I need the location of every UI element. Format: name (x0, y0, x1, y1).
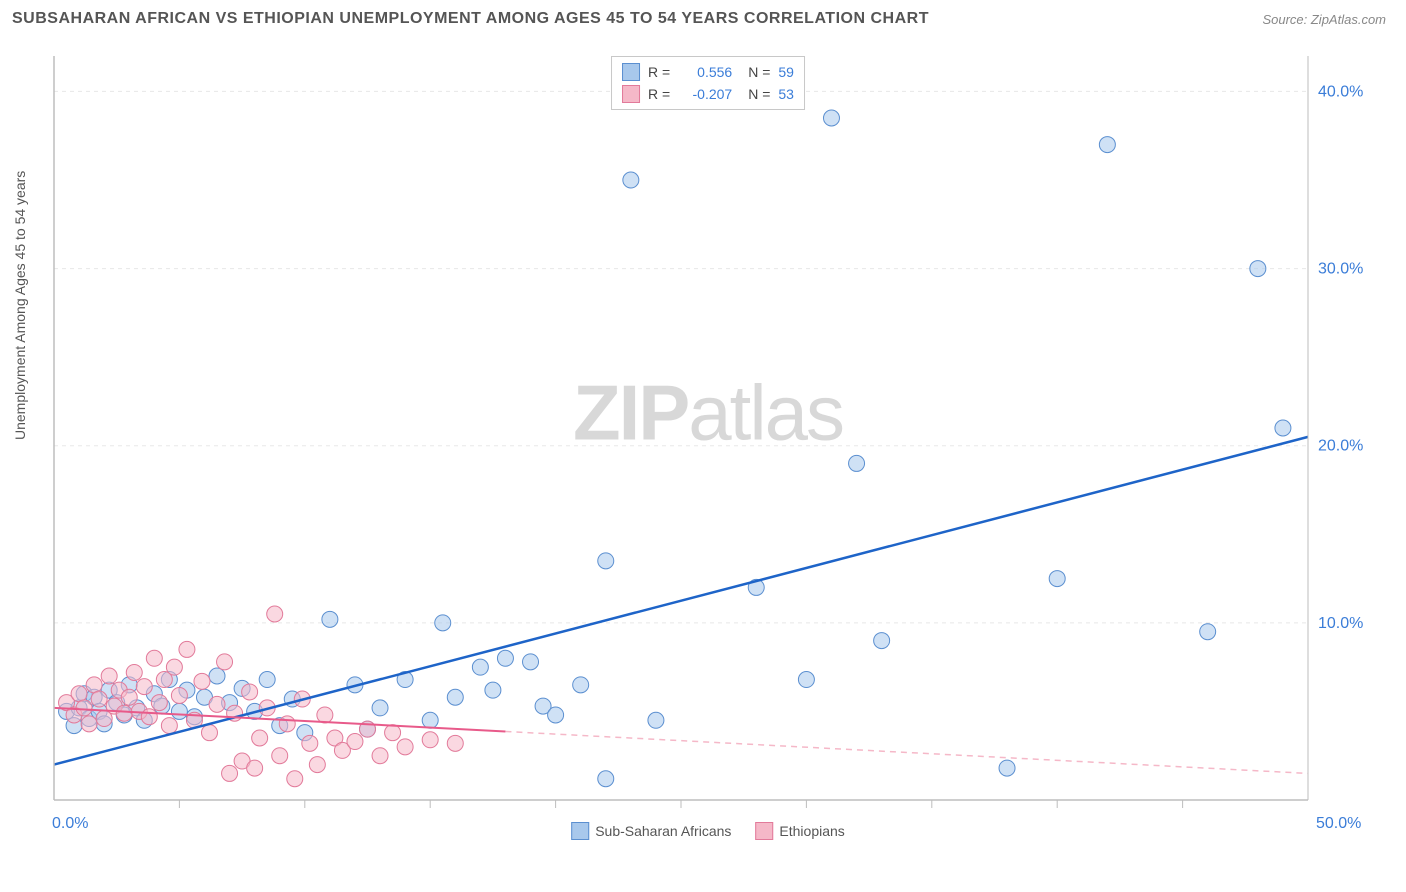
r-label: R = (648, 64, 670, 80)
chart-header: SUBSAHARAN AFRICAN VS ETHIOPIAN UNEMPLOY… (0, 0, 1406, 34)
svg-text:20.0%: 20.0% (1318, 438, 1363, 455)
svg-text:50.0%: 50.0% (1316, 815, 1361, 832)
n-label: N = (748, 86, 770, 102)
series-legend: Sub-Saharan Africans Ethiopians (571, 822, 845, 840)
correlation-row-1: R = 0.556 N = 59 (622, 61, 794, 83)
swatch-series-2 (622, 85, 640, 103)
correlation-legend: R = 0.556 N = 59 R = -0.207 N = 53 (611, 56, 805, 110)
r-value-1: 0.556 (678, 64, 732, 80)
correlation-row-2: R = -0.207 N = 53 (622, 83, 794, 105)
n-value-2: 53 (778, 86, 794, 102)
svg-text:40.0%: 40.0% (1318, 83, 1363, 100)
legend-swatch-2 (755, 822, 773, 840)
chart-area: 10.0%20.0%30.0%40.0%0.0%50.0% ZIPatlas R… (48, 50, 1368, 840)
scatter-plot: 10.0% 20.0% 30.0% 40.0% 0.0% 50.0% (48, 50, 1368, 840)
legend-item-1: Sub-Saharan Africans (571, 822, 731, 840)
svg-text:10.0%: 10.0% (1318, 615, 1363, 632)
n-value-1: 59 (778, 64, 794, 80)
chart-source: Source: ZipAtlas.com (1262, 12, 1386, 27)
swatch-series-1 (622, 63, 640, 81)
legend-swatch-1 (571, 822, 589, 840)
chart-title: SUBSAHARAN AFRICAN VS ETHIOPIAN UNEMPLOY… (12, 10, 929, 28)
r-label: R = (648, 86, 670, 102)
legend-label-1: Sub-Saharan Africans (595, 823, 731, 839)
y-axis-label: Unemployment Among Ages 45 to 54 years (12, 171, 28, 440)
legend-label-2: Ethiopians (779, 823, 844, 839)
svg-text:30.0%: 30.0% (1318, 261, 1363, 278)
n-label: N = (748, 64, 770, 80)
legend-item-2: Ethiopians (755, 822, 844, 840)
svg-text:0.0%: 0.0% (52, 815, 88, 832)
r-value-2: -0.207 (678, 86, 732, 102)
